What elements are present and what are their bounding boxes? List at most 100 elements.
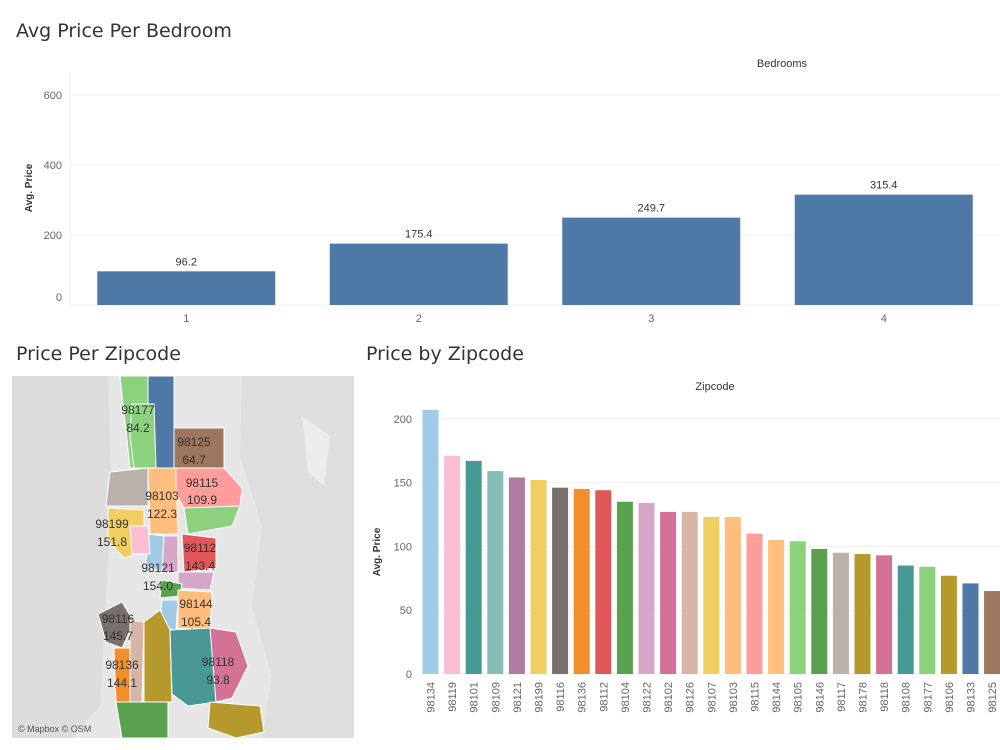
- zip-x-tick: 98178: [858, 682, 870, 713]
- zip-y-tick: 150: [394, 478, 412, 490]
- bedroom-bar[interactable]: [794, 194, 973, 305]
- zip-bar[interactable]: [616, 501, 633, 674]
- bedroom-bar[interactable]: [329, 243, 508, 305]
- zip-bar[interactable]: [487, 471, 504, 674]
- map-label-zip: 98144: [179, 597, 213, 611]
- zip-x-tick: 98121: [512, 682, 524, 713]
- zip-bar[interactable]: [422, 409, 439, 674]
- zip-x-tick: 98115: [750, 682, 762, 712]
- map-label-zip: 98112: [184, 541, 217, 555]
- map-region-98146[interactable]: [115, 701, 169, 738]
- zip-x-tick: 98125: [987, 682, 999, 713]
- zip-x-tick: 98101: [469, 682, 481, 713]
- map-label-value: 64.7: [182, 453, 206, 467]
- map-label-zip: 98121: [141, 561, 175, 575]
- zip-x-tick: 98117: [836, 682, 848, 712]
- zip-bar[interactable]: [854, 554, 871, 674]
- map-region-98118[interactable]: [209, 627, 249, 703]
- zip-x-tick: 98119: [447, 682, 459, 712]
- map-label-zip: 98115: [186, 476, 219, 490]
- bedroom-x-tick: 1: [183, 313, 189, 325]
- map-label-value: 151.8: [97, 535, 127, 549]
- map-label-zip: 98125: [177, 435, 211, 449]
- bedroom-bar[interactable]: [562, 217, 741, 305]
- zip-x-tick: 98108: [901, 682, 913, 713]
- bedroom-x-tick: 3: [648, 313, 654, 325]
- map-region-98105[interactable]: [183, 505, 241, 535]
- bedroom-bar-label: 96.2: [176, 256, 197, 268]
- map-region-98103[interactable]: [147, 467, 179, 535]
- bedroom-bar-label: 315.4: [870, 180, 898, 192]
- map-region-98136[interactable]: [113, 647, 133, 703]
- zip-bar[interactable]: [508, 477, 525, 674]
- map-label-value: 154.0: [143, 579, 173, 593]
- zipcode-map[interactable]: 98177 84.2 98125 64.7 98103 122.3 98115 …: [12, 376, 354, 738]
- map-region-98116[interactable]: [97, 601, 135, 649]
- zip-column-header: Zipcode: [695, 381, 734, 393]
- zip-y-tick: 200: [394, 414, 412, 426]
- zip-bar[interactable]: [638, 502, 655, 674]
- zipcode-bar-chart[interactable]: Zipcode 0 50 100 150 200 Avg. Price 98134 98119 9…: [360, 376, 1000, 748]
- zip-bar[interactable]: [444, 455, 461, 674]
- top-chart-title: Avg Price Per Bedroom: [16, 20, 232, 42]
- zip-bar[interactable]: [876, 555, 893, 674]
- zip-bar[interactable]: [984, 591, 1000, 674]
- zip-y-tick: 0: [406, 669, 412, 681]
- map-label-zip: 98116: [102, 612, 135, 626]
- map-attribution: © Mapbox © OSM: [18, 724, 91, 734]
- bedroom-bar[interactable]: [97, 271, 276, 305]
- map-label-value: 105.4: [181, 615, 211, 629]
- zip-bar[interactable]: [811, 548, 828, 674]
- zip-bar[interactable]: [724, 517, 741, 674]
- zip-bar[interactable]: [681, 511, 698, 674]
- zip-bar[interactable]: [940, 575, 957, 674]
- zip-x-tick: 98112: [598, 682, 610, 712]
- zip-bar[interactable]: [832, 552, 849, 674]
- bedroom-y-tick: 0: [56, 292, 62, 304]
- bedroom-column-header: Bedrooms: [757, 58, 808, 70]
- map-title: Price Per Zipcode: [16, 343, 181, 365]
- zip-x-tick: 98102: [663, 682, 675, 713]
- zip-y-tick: 50: [400, 605, 412, 617]
- zip-x-tick: 98136: [577, 682, 589, 713]
- bedroom-y-tick: 400: [44, 160, 62, 172]
- zip-bar[interactable]: [595, 490, 612, 674]
- map-label-zip: 98118: [202, 655, 235, 669]
- zip-bar[interactable]: [897, 565, 914, 674]
- map-region-98178[interactable]: [207, 701, 265, 738]
- zip-bar[interactable]: [660, 511, 677, 674]
- map-label-value: 145.7: [103, 629, 133, 643]
- zip-bar[interactable]: [919, 566, 936, 674]
- map-region-98112[interactable]: [181, 533, 217, 573]
- zip-bar[interactable]: [552, 487, 569, 674]
- zip-bar[interactable]: [573, 488, 590, 674]
- zip-chart-title: Price by Zipcode: [366, 343, 524, 365]
- zip-bar[interactable]: [962, 583, 979, 674]
- zip-x-tick: 98146: [814, 682, 826, 713]
- zip-bar[interactable]: [746, 533, 763, 674]
- zip-x-tick: 98116: [555, 682, 567, 712]
- map-region-98117[interactable]: [105, 467, 149, 507]
- zip-x-tick: 98177: [922, 682, 934, 713]
- bedroom-bar-chart[interactable]: Bedrooms 0 200 400 600 Avg. Price 96.2 1 175.4 2 2…: [0, 0, 1000, 330]
- zip-x-tick: 98122: [642, 682, 654, 713]
- zip-bar[interactable]: [703, 517, 720, 674]
- bedroom-bar-label: 249.7: [637, 203, 665, 215]
- zip-y-axis-label: Avg. Price: [372, 527, 383, 576]
- map-label-zip: 98103: [145, 489, 179, 503]
- zip-bar[interactable]: [465, 460, 482, 674]
- map-label-zip: 98177: [121, 403, 155, 417]
- zip-x-tick: 98118: [879, 682, 891, 712]
- zip-x-tick: 98107: [706, 682, 718, 713]
- map-region-98119[interactable]: [129, 525, 151, 555]
- zip-x-tick: 98104: [620, 682, 632, 713]
- map-canvas: 98177 84.2 98125 64.7 98103 122.3 98115 …: [12, 376, 354, 738]
- map-region-98108[interactable]: [169, 627, 217, 707]
- zip-bar[interactable]: [768, 540, 785, 674]
- map-lake-east: [302, 416, 330, 486]
- zip-bar[interactable]: [530, 480, 547, 674]
- map-land-west: [12, 376, 112, 738]
- zip-bar[interactable]: [789, 541, 806, 674]
- zip-y-tick: 100: [394, 541, 412, 553]
- map-region-98102[interactable]: [177, 571, 215, 591]
